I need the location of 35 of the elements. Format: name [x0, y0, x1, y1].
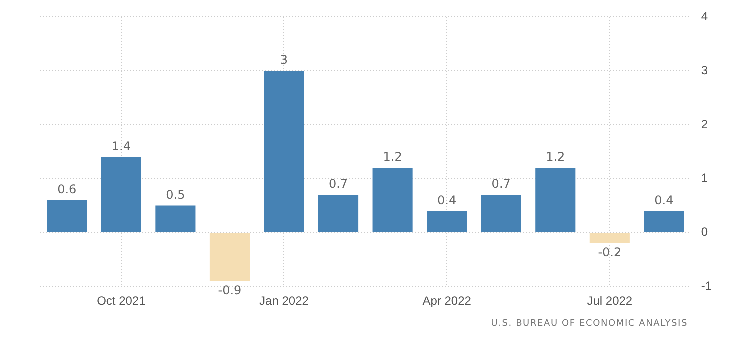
data-label: -0.2: [598, 246, 622, 260]
data-label: 3: [280, 53, 288, 68]
y-tick-label: 1: [701, 171, 708, 186]
bar: [427, 211, 468, 232]
y-tick-label: 0: [701, 225, 708, 240]
data-label: 0.7: [328, 177, 348, 192]
bar: [156, 206, 196, 232]
y-tick-label: 3: [701, 63, 708, 78]
x-tick-label: Apr 2022: [422, 294, 472, 308]
data-label: 1.2: [383, 150, 402, 164]
bar: [536, 168, 576, 232]
y-tick-label: -1: [701, 278, 712, 293]
data-label: 1.4: [112, 139, 131, 154]
bar: [318, 195, 359, 232]
bar: [101, 157, 142, 232]
bar: [590, 233, 630, 244]
x-tick-label: Jul 2022: [587, 294, 633, 308]
bar: [47, 200, 88, 232]
data-label: 0.6: [58, 182, 77, 197]
data-label: 1.2: [546, 150, 566, 164]
data-label: -0.9: [218, 283, 242, 298]
y-tick-label: 2: [701, 117, 708, 132]
bar: [481, 195, 522, 232]
bar: [372, 168, 413, 232]
bar: [264, 71, 304, 232]
x-tick-label: Oct 2021: [97, 294, 146, 308]
text: U.S. BUREAU OF ECONOMIC ANALYSIS: [491, 319, 688, 329]
bar: [644, 211, 684, 232]
x-tick-label: Jan 2022: [260, 294, 310, 308]
data-label: 0.4: [438, 193, 457, 208]
data-label: 0.7: [492, 177, 511, 192]
y-tick-label: 4: [701, 10, 708, 24]
bar: [210, 233, 250, 282]
data-label: 0.5: [166, 188, 186, 202]
data-label: 0.4: [654, 193, 674, 208]
